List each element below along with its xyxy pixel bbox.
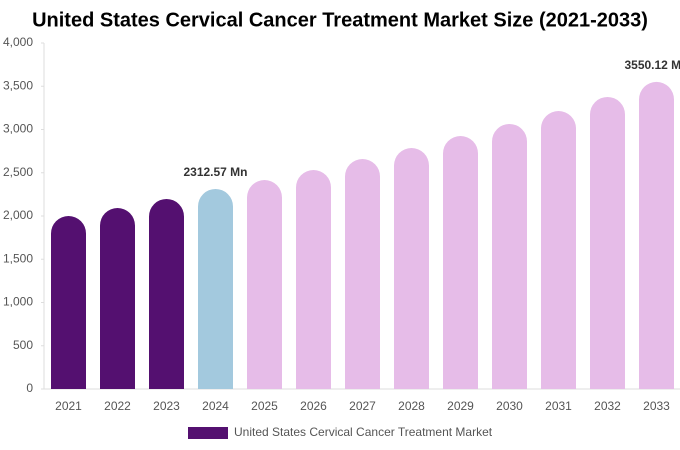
x-tick-label: 2026 — [300, 399, 327, 413]
x-tick-label: 2033 — [643, 399, 670, 413]
x-tick-label: 2030 — [496, 399, 523, 413]
value-label: 3550.12 Mn — [624, 58, 680, 72]
bar — [541, 110, 576, 389]
bar — [492, 123, 527, 390]
bar — [296, 169, 331, 389]
bar — [394, 148, 429, 389]
bar — [639, 81, 674, 390]
x-tick-label: 2029 — [447, 399, 474, 413]
bar — [198, 188, 233, 389]
x-tick-label: 2025 — [251, 399, 278, 413]
x-tick-label: 2031 — [545, 399, 572, 413]
x-tick-label: 2027 — [349, 399, 376, 413]
bar — [100, 208, 135, 389]
x-tick-label: 2022 — [104, 399, 131, 413]
y-tick-label: 3,000 — [3, 122, 33, 136]
value-label: 2312.57 Mn — [183, 165, 247, 179]
bar — [51, 216, 86, 389]
x-tick-label: 2028 — [398, 399, 425, 413]
x-tick-label: 2021 — [55, 399, 82, 413]
y-tick-label: 2,000 — [3, 208, 33, 222]
bar — [247, 180, 282, 389]
y-tick-label: 1,000 — [3, 295, 33, 309]
legend-swatch — [188, 427, 228, 439]
y-tick-label: 0 — [26, 381, 33, 395]
y-tick-label: 500 — [13, 338, 33, 352]
y-tick-label: 2,500 — [3, 165, 33, 179]
bar — [345, 158, 380, 389]
bar — [590, 96, 625, 389]
y-tick-label: 3,500 — [3, 78, 33, 92]
y-tick-label: 1,500 — [3, 251, 33, 265]
x-tick-label: 2032 — [594, 399, 621, 413]
bar — [443, 135, 478, 389]
x-tick-label: 2023 — [153, 399, 180, 413]
bar — [149, 198, 184, 389]
x-tick-label: 2024 — [202, 399, 229, 413]
chart-title: United States Cervical Cancer Treatment … — [32, 9, 648, 31]
legend-label: United States Cervical Cancer Treatment … — [234, 425, 493, 439]
y-tick-label: 4,000 — [3, 35, 33, 49]
